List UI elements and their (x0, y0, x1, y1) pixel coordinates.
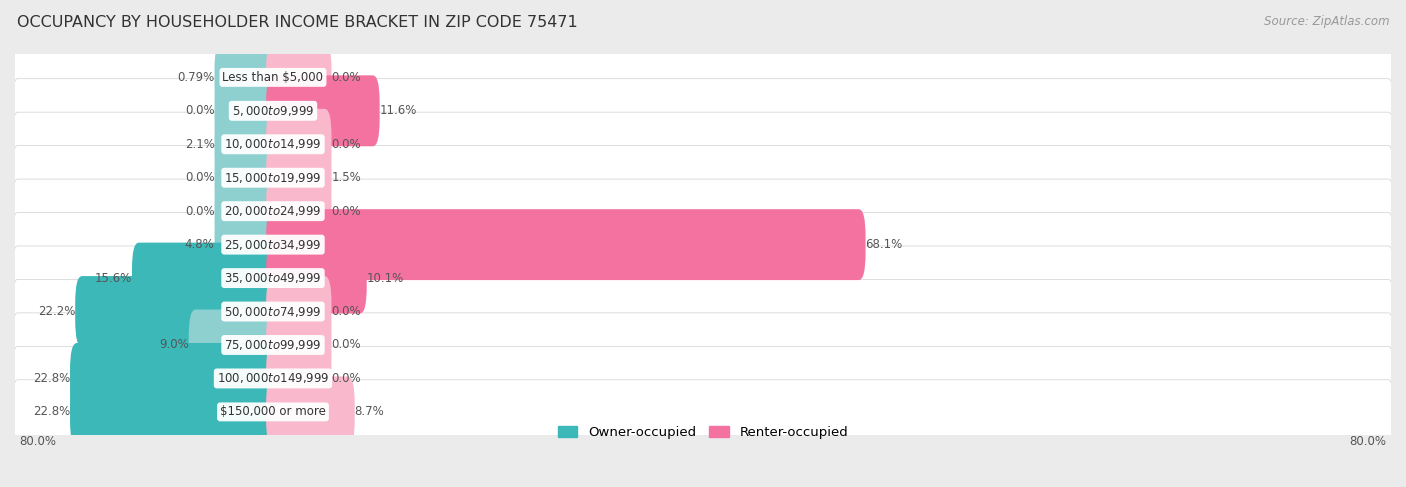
Text: 0.0%: 0.0% (332, 138, 361, 151)
FancyBboxPatch shape (266, 276, 332, 347)
Text: 0.0%: 0.0% (186, 171, 215, 184)
Text: 0.0%: 0.0% (332, 71, 361, 84)
FancyBboxPatch shape (13, 280, 1393, 344)
FancyBboxPatch shape (266, 243, 367, 314)
FancyBboxPatch shape (13, 79, 1393, 143)
Text: 10.1%: 10.1% (367, 272, 404, 284)
FancyBboxPatch shape (215, 209, 280, 280)
Text: $10,000 to $14,999: $10,000 to $14,999 (225, 137, 322, 151)
Legend: Owner-occupied, Renter-occupied: Owner-occupied, Renter-occupied (553, 420, 853, 444)
Text: $150,000 or more: $150,000 or more (221, 405, 326, 418)
FancyBboxPatch shape (215, 176, 280, 246)
FancyBboxPatch shape (266, 343, 332, 414)
Text: $5,000 to $9,999: $5,000 to $9,999 (232, 104, 315, 118)
Text: Source: ZipAtlas.com: Source: ZipAtlas.com (1264, 15, 1389, 28)
Text: $100,000 to $149,999: $100,000 to $149,999 (217, 372, 329, 385)
FancyBboxPatch shape (13, 380, 1393, 444)
FancyBboxPatch shape (266, 42, 332, 113)
FancyBboxPatch shape (13, 112, 1393, 176)
Text: 0.0%: 0.0% (186, 205, 215, 218)
Text: 1.5%: 1.5% (332, 171, 361, 184)
FancyBboxPatch shape (70, 376, 280, 448)
Text: 0.0%: 0.0% (332, 205, 361, 218)
Text: 11.6%: 11.6% (380, 104, 418, 117)
FancyBboxPatch shape (13, 313, 1393, 377)
Text: OCCUPANCY BY HOUSEHOLDER INCOME BRACKET IN ZIP CODE 75471: OCCUPANCY BY HOUSEHOLDER INCOME BRACKET … (17, 15, 578, 30)
FancyBboxPatch shape (132, 243, 280, 314)
FancyBboxPatch shape (266, 209, 866, 280)
FancyBboxPatch shape (13, 246, 1393, 310)
FancyBboxPatch shape (13, 212, 1393, 277)
FancyBboxPatch shape (75, 276, 280, 347)
Text: $15,000 to $19,999: $15,000 to $19,999 (225, 171, 322, 185)
Text: 22.8%: 22.8% (32, 372, 70, 385)
Text: Less than $5,000: Less than $5,000 (222, 71, 323, 84)
Text: $75,000 to $99,999: $75,000 to $99,999 (225, 338, 322, 352)
FancyBboxPatch shape (215, 42, 280, 113)
Text: 68.1%: 68.1% (866, 238, 903, 251)
Text: 15.6%: 15.6% (94, 272, 132, 284)
Text: 0.0%: 0.0% (332, 305, 361, 318)
FancyBboxPatch shape (266, 376, 354, 448)
Text: 0.79%: 0.79% (177, 71, 215, 84)
FancyBboxPatch shape (266, 310, 332, 380)
FancyBboxPatch shape (13, 45, 1393, 110)
FancyBboxPatch shape (215, 75, 280, 146)
Text: 80.0%: 80.0% (1350, 434, 1386, 448)
Text: 0.0%: 0.0% (186, 104, 215, 117)
FancyBboxPatch shape (70, 343, 280, 414)
Text: 22.8%: 22.8% (32, 405, 70, 418)
Text: 8.7%: 8.7% (354, 405, 384, 418)
Text: 22.2%: 22.2% (38, 305, 75, 318)
Text: $25,000 to $34,999: $25,000 to $34,999 (225, 238, 322, 252)
FancyBboxPatch shape (188, 310, 280, 380)
Text: 2.1%: 2.1% (184, 138, 215, 151)
Text: $20,000 to $24,999: $20,000 to $24,999 (225, 204, 322, 218)
Text: 80.0%: 80.0% (20, 434, 56, 448)
FancyBboxPatch shape (215, 142, 280, 213)
Text: $35,000 to $49,999: $35,000 to $49,999 (225, 271, 322, 285)
Text: $50,000 to $74,999: $50,000 to $74,999 (225, 304, 322, 318)
Text: 0.0%: 0.0% (332, 338, 361, 352)
Text: 4.8%: 4.8% (184, 238, 215, 251)
Text: 9.0%: 9.0% (159, 338, 188, 352)
FancyBboxPatch shape (266, 176, 332, 246)
FancyBboxPatch shape (266, 75, 380, 146)
FancyBboxPatch shape (13, 179, 1393, 244)
FancyBboxPatch shape (13, 146, 1393, 210)
FancyBboxPatch shape (215, 109, 280, 180)
FancyBboxPatch shape (266, 109, 332, 180)
FancyBboxPatch shape (266, 142, 332, 213)
FancyBboxPatch shape (13, 346, 1393, 411)
Text: 0.0%: 0.0% (332, 372, 361, 385)
